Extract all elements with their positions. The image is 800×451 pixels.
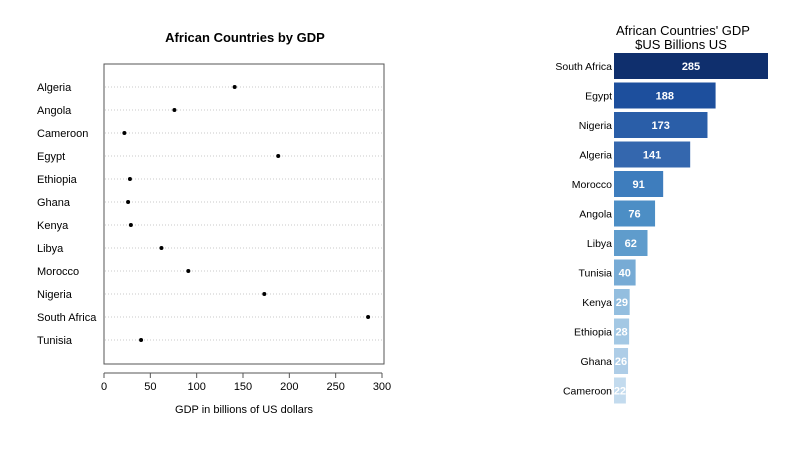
bar-chart-data-label: 40 (619, 268, 631, 280)
dot-plot-point (172, 108, 177, 112)
dot-plot-tick-label: 100 (187, 381, 205, 393)
dot-plot-tick-label: 50 (144, 381, 156, 393)
bar-chart-subtitle: $US Billions US (635, 37, 727, 52)
bar-chart-bar (614, 377, 626, 404)
bar-chart-data-label: 91 (632, 179, 644, 191)
dot-plot-point (276, 154, 281, 158)
dot-plot-category-label: Egypt (37, 151, 65, 163)
dot-plot-rows: Algeria Angola Cameroon Egypt Ethiopia Ghana K… (37, 82, 383, 347)
bar-chart-data-label: 76 (628, 209, 640, 221)
bar-chart-bar (614, 53, 768, 79)
bar-chart-data-label: 62 (625, 238, 637, 250)
dot-plot-point (128, 223, 133, 227)
dot-plot-frame (103, 63, 385, 365)
bar-chart-title: African Countries' GDP (616, 23, 750, 38)
bar-chart-rows: South Africa 285 Egypt 188 Nigeria 173 Algeria… (555, 53, 768, 404)
bar-chart-category-label: Morocco (572, 179, 612, 191)
bar-chart-category-label: Tunisia (579, 268, 613, 280)
bar-chart-data-label: 141 (643, 150, 661, 162)
bar-chart-category-label: Kenya (582, 297, 612, 309)
bar-chart-data-label: 26 (615, 356, 627, 368)
bar-chart-data-label: 28 (615, 327, 627, 339)
bar-chart-data-label: 188 (656, 91, 674, 103)
bar-chart-category-label: Cameroon (563, 386, 612, 398)
dot-plot-category-label: Algeria (37, 82, 72, 94)
bar-chart-category-label: South Africa (555, 61, 612, 73)
dot-plot-category-label: Nigeria (37, 289, 73, 301)
bar-chart-category-label: Angola (579, 209, 612, 221)
bar-chart-category-label: Nigeria (579, 120, 612, 132)
dot-plot-category-label: South Africa (37, 312, 97, 324)
bar-chart-data-label: 285 (682, 61, 700, 73)
dot-plot-point (186, 269, 191, 273)
dot-plot-point (139, 338, 144, 342)
bar-chart-bar (614, 200, 656, 227)
dot-plot-category-label: Cameroon (37, 128, 88, 140)
bar-chart-bar (614, 348, 629, 374)
dot-plot-tick-label: 300 (373, 381, 391, 393)
bar-chart-category-label: Ethiopia (574, 327, 612, 339)
dot-plot-category-label: Morocco (37, 266, 79, 278)
bar-chart-data-label: 22 (614, 386, 626, 398)
dot-plot-tick-label: 0 (101, 381, 107, 393)
dot-plot-x-axis: 0 50 100 150 200 250 300 (101, 372, 391, 393)
bar-chart-bar (614, 318, 630, 345)
bar-chart-category-label: Libya (587, 238, 612, 250)
bar-chart-data-label: 29 (616, 297, 628, 309)
dot-plot-category-label: Ghana (37, 197, 71, 209)
dot-plot-category-label: Kenya (37, 220, 69, 232)
bar-chart: African Countries' GDP $US Billions US S… (555, 23, 768, 404)
dot-plot-title: African Countries by GDP (165, 30, 325, 45)
dot-plot-point (366, 315, 371, 319)
dot-plot-point (122, 131, 127, 135)
bar-chart-bar (614, 230, 648, 256)
dot-plot-category-label: Angola (37, 105, 72, 117)
bar-chart-bar (614, 112, 708, 138)
dot-plot-point (159, 246, 164, 250)
bar-chart-bar (614, 141, 691, 168)
bar-chart-bar (614, 289, 630, 315)
bar-chart-bar (614, 171, 664, 197)
dot-plot-category-label: Tunisia (37, 335, 73, 347)
bar-chart-category-label: Egypt (585, 91, 612, 103)
dot-plot-point (262, 292, 267, 296)
dot-plot-point (232, 85, 237, 89)
bar-chart-bar (614, 259, 636, 286)
dot-plot-x-axis-label: GDP in billions of US dollars (175, 404, 313, 416)
dot-plot-category-label: Libya (37, 243, 64, 255)
dot-plot-chart: African Countries by GDP Algeria Angola Ca… (37, 30, 391, 416)
dot-plot-tick-label: 200 (280, 381, 298, 393)
bar-chart-bar (614, 82, 716, 109)
dot-plot-point (127, 177, 132, 181)
bar-chart-category-label: Algeria (579, 150, 612, 162)
dot-plot-category-label: Ethiopia (37, 174, 78, 186)
dot-plot-point (126, 200, 131, 204)
bar-chart-data-label: 173 (652, 120, 670, 132)
dot-plot-tick-label: 250 (326, 381, 344, 393)
dot-plot-tick-label: 150 (234, 381, 252, 393)
bar-chart-category-label: Ghana (580, 356, 612, 368)
